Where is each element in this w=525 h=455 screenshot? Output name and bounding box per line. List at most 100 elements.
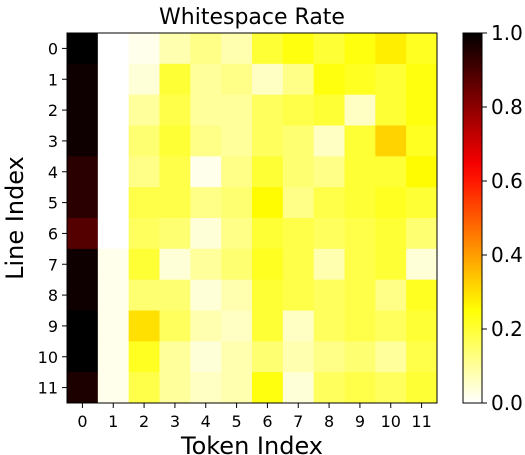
heatmap-cell <box>97 372 130 404</box>
heatmap-cell <box>344 248 376 281</box>
heatmap-cell <box>313 372 345 404</box>
heatmap-cell <box>128 310 160 342</box>
heatmap-cell <box>406 94 438 126</box>
heatmap-cell <box>190 125 222 157</box>
x-tick-label: 4 <box>201 412 211 431</box>
heatmap-cell <box>375 372 407 404</box>
heatmap-cell <box>67 310 99 342</box>
heatmap-cell <box>313 94 345 126</box>
colorbar <box>462 32 483 404</box>
heatmap-cell <box>313 156 345 188</box>
colorbar-tick-label: 0.2 <box>491 317 523 341</box>
heatmap-cell <box>67 63 99 96</box>
heatmap-cell <box>344 156 376 188</box>
heatmap-cell <box>221 341 253 373</box>
colorbar-tick-label: 0.0 <box>491 391 523 415</box>
heatmap-cell <box>221 63 253 96</box>
heatmap-cell <box>344 125 376 157</box>
heatmap-cell <box>159 218 191 250</box>
heatmap-cell <box>221 156 253 188</box>
heatmap-cell <box>97 94 130 126</box>
y-tick-label: 3 <box>48 132 58 151</box>
heatmap-cell <box>97 187 130 219</box>
heatmap-cell <box>406 125 438 157</box>
heatmap-cell <box>190 63 222 96</box>
heatmap-cell <box>97 218 130 250</box>
heatmap-cell <box>282 341 315 373</box>
heatmap-cell <box>67 372 99 404</box>
heatmap-cell <box>252 310 284 342</box>
y-tick-label: 11 <box>38 379 58 398</box>
heatmap-cell <box>282 372 315 404</box>
x-tick-label: 5 <box>231 412 241 431</box>
y-tick-label: 10 <box>38 348 58 367</box>
heatmap-cell <box>406 63 438 96</box>
chart-title: Whitespace Rate <box>159 5 345 30</box>
heatmap-cell <box>190 279 222 311</box>
heatmap-cell <box>67 218 99 250</box>
x-tick-label: 9 <box>355 412 365 431</box>
heatmap-cell <box>190 341 222 373</box>
heatmap-cell <box>375 187 407 219</box>
heatmap-cell <box>128 33 160 65</box>
heatmap-cell <box>190 187 222 219</box>
heatmap-cell <box>67 33 99 65</box>
heatmap-cell <box>128 279 160 311</box>
heatmap-cell <box>406 33 438 65</box>
heatmap-cell <box>375 310 407 342</box>
heatmap-cell <box>344 372 376 404</box>
heatmap-cell <box>97 341 130 373</box>
heatmap-cell <box>282 156 315 188</box>
heatmap-cell <box>97 125 130 157</box>
heatmap-cell <box>128 187 160 219</box>
heatmap-cell <box>282 187 315 219</box>
heatmap-cell <box>190 94 222 126</box>
heatmap-cell <box>190 310 222 342</box>
x-tick-label: 11 <box>411 412 431 431</box>
heatmap-cell <box>159 279 191 311</box>
colorbar-ticks: 0.0 0.2 0.4 0.6 0.8 1.0 <box>482 21 523 415</box>
heatmap-cell <box>221 310 253 342</box>
heatmap-cell <box>67 94 99 126</box>
heatmap-cell <box>313 63 345 96</box>
heatmap-cell <box>190 248 222 281</box>
heatmap-cell <box>344 94 376 126</box>
heatmap-cell <box>313 341 345 373</box>
heatmap-cell <box>221 125 253 157</box>
heatmap-cell <box>375 33 407 65</box>
heatmap-cell <box>67 125 99 157</box>
heatmap-cell <box>313 310 345 342</box>
heatmap-cell <box>159 63 191 96</box>
heatmap-cell <box>190 156 222 188</box>
heatmap-cell <box>128 156 160 188</box>
x-tick-label: 7 <box>293 412 303 431</box>
colorbar-tick-label: 1.0 <box>491 21 523 45</box>
heatmap-cell <box>406 310 438 342</box>
heatmap-cell <box>67 279 99 311</box>
heatmap-cell <box>313 187 345 219</box>
heatmap-cell <box>406 279 438 311</box>
heatmap-cell <box>97 63 130 96</box>
y-tick-label: 2 <box>48 101 58 120</box>
heatmap-cell <box>128 218 160 250</box>
y-tick-label: 7 <box>48 255 58 274</box>
heatmap-cell <box>252 156 284 188</box>
y-tick-label: 8 <box>48 286 58 305</box>
heatmap-cell <box>221 218 253 250</box>
heatmap-cell <box>221 279 253 311</box>
heatmap-cell <box>67 187 99 219</box>
heatmap-cell <box>406 156 438 188</box>
x-tick-label: 10 <box>381 412 401 431</box>
heatmap-cell <box>159 248 191 281</box>
colorbar-tick-label: 0.6 <box>491 169 523 193</box>
heatmap-cell <box>128 63 160 96</box>
heatmap-cell <box>128 372 160 404</box>
heatmap-cell <box>406 248 438 281</box>
heatmap-cell <box>97 310 130 342</box>
x-tick-label: 8 <box>324 412 334 431</box>
heatmap-cell <box>252 218 284 250</box>
plot-frame <box>66 32 438 404</box>
heatmap-cell <box>67 341 99 373</box>
heatmap-cell <box>375 248 407 281</box>
